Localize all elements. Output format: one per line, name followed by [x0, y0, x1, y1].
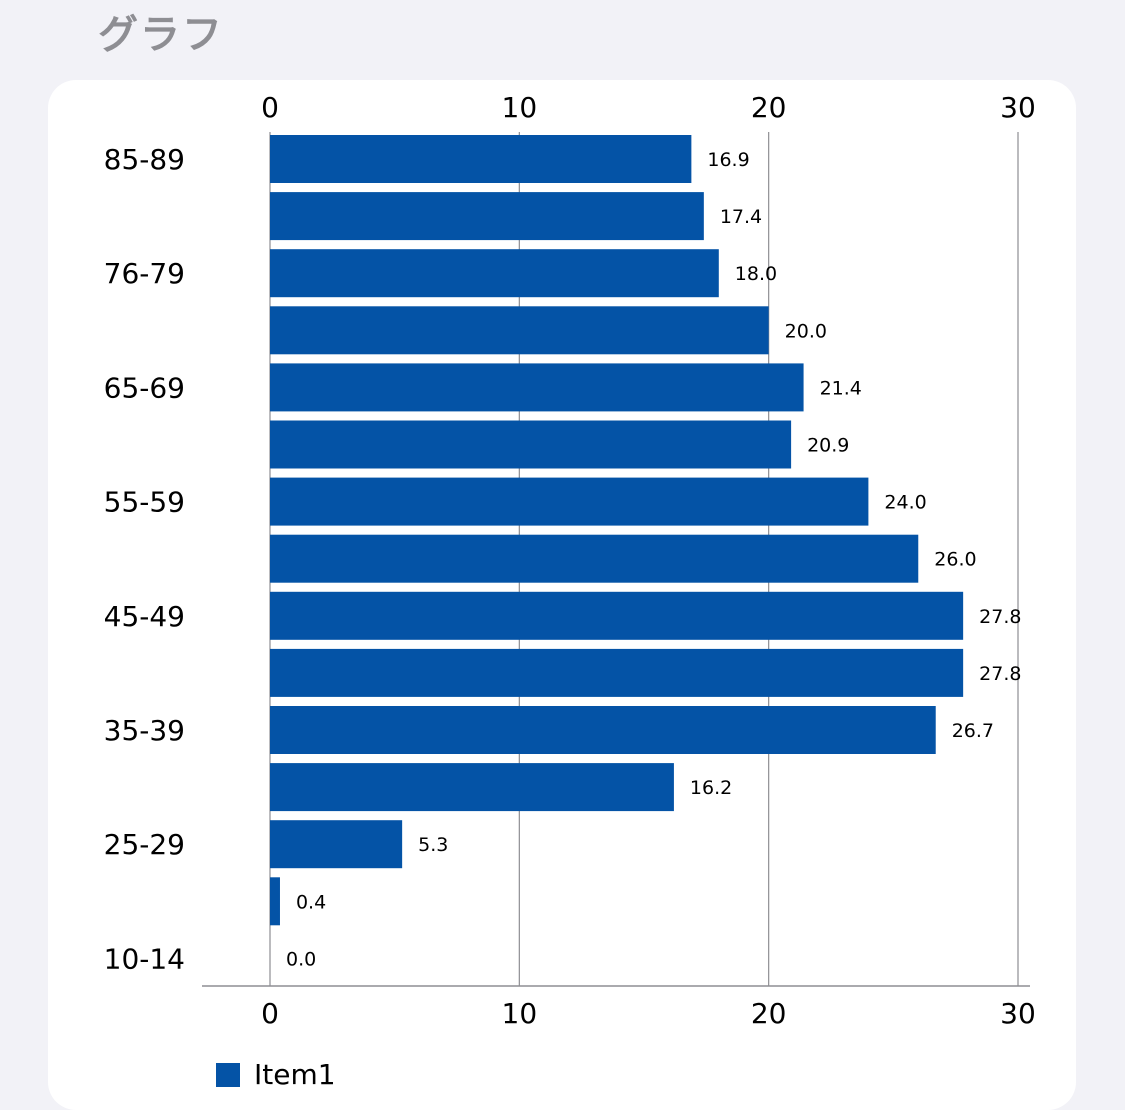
x-tick-label-top: 20: [751, 91, 787, 124]
data-label: 16.9: [707, 149, 749, 171]
x-tick-label-bottom: 0: [261, 997, 279, 1030]
bar: [270, 420, 792, 469]
data-label: 27.8: [979, 663, 1021, 685]
x-tick-label-top: 0: [261, 91, 279, 124]
bar: [270, 249, 719, 298]
data-label: 16.2: [690, 777, 732, 799]
x-tick-label-top: 10: [502, 91, 538, 124]
bar: [270, 534, 919, 583]
data-label: 27.8: [979, 606, 1021, 628]
y-category-label: 55-59: [104, 486, 185, 519]
y-category-label: 10-14: [104, 942, 185, 975]
legend-swatch: [216, 1062, 240, 1087]
bar: [270, 192, 704, 241]
bar: [270, 135, 692, 183]
bar: [270, 591, 964, 640]
y-category-label: 85-89: [104, 143, 185, 176]
legend-label: Item1: [254, 1058, 336, 1091]
data-label: 26.7: [952, 720, 994, 742]
data-label: 21.4: [820, 377, 862, 399]
bar: [270, 306, 769, 355]
data-label: 18.0: [735, 263, 777, 285]
bar: [270, 820, 403, 869]
y-category-label: 35-39: [104, 714, 185, 747]
data-label: 0.4: [296, 891, 326, 913]
y-category-label: 76-79: [104, 257, 185, 290]
data-label: 0.0: [286, 948, 316, 970]
y-category-label: 25-29: [104, 828, 185, 861]
x-tick-label-bottom: 10: [502, 997, 538, 1030]
bar: [270, 648, 964, 697]
x-tick-label-bottom: 20: [751, 997, 787, 1030]
bar: [270, 363, 804, 412]
data-label: 17.4: [720, 206, 762, 228]
y-category-label: 65-69: [104, 371, 185, 404]
legend: Item1: [216, 1058, 336, 1091]
data-label: 24.0: [884, 492, 926, 514]
data-label: 5.3: [418, 834, 448, 856]
data-label: 20.0: [785, 320, 827, 342]
bar: [270, 877, 280, 926]
bar: [270, 706, 936, 754]
y-category-label: 45-49: [104, 600, 185, 633]
bar: [270, 477, 869, 526]
x-tick-label-bottom: 30: [1000, 997, 1036, 1030]
data-label: 20.9: [807, 435, 849, 457]
data-label: 26.0: [934, 549, 976, 571]
bar: [270, 763, 674, 812]
x-tick-label-top: 30: [1000, 91, 1036, 124]
section-title: グラフ: [98, 12, 224, 58]
